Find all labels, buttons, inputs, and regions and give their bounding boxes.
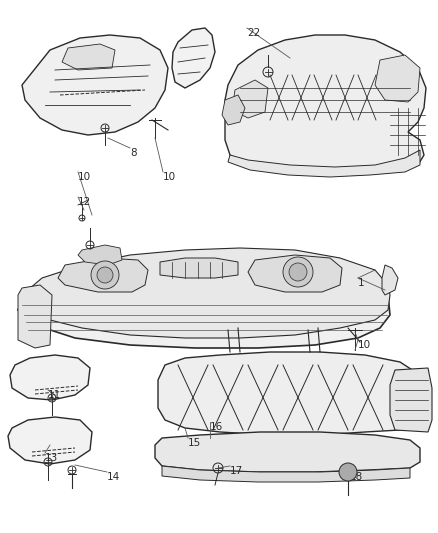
- Circle shape: [91, 261, 119, 289]
- Polygon shape: [225, 35, 426, 175]
- Polygon shape: [382, 265, 398, 295]
- Text: 11: 11: [48, 390, 61, 400]
- Polygon shape: [8, 417, 92, 464]
- Text: 18: 18: [350, 472, 363, 482]
- Polygon shape: [22, 35, 168, 135]
- Text: 17: 17: [230, 466, 243, 476]
- Polygon shape: [248, 255, 342, 292]
- Circle shape: [289, 263, 307, 281]
- Circle shape: [339, 463, 357, 481]
- Polygon shape: [18, 285, 52, 348]
- Polygon shape: [390, 368, 432, 432]
- Text: 16: 16: [210, 422, 223, 432]
- Text: 10: 10: [78, 172, 91, 182]
- Text: 14: 14: [107, 472, 120, 482]
- Polygon shape: [162, 466, 410, 482]
- Text: 1: 1: [358, 278, 364, 288]
- Polygon shape: [10, 355, 90, 400]
- Text: 12: 12: [78, 197, 91, 207]
- Polygon shape: [222, 95, 245, 125]
- Text: 10: 10: [163, 172, 176, 182]
- Text: 22: 22: [247, 28, 260, 38]
- Text: 15: 15: [188, 438, 201, 448]
- Polygon shape: [172, 28, 215, 88]
- Polygon shape: [78, 245, 122, 265]
- Circle shape: [97, 267, 113, 283]
- Polygon shape: [18, 248, 390, 338]
- Polygon shape: [18, 268, 390, 348]
- Polygon shape: [158, 352, 428, 435]
- Polygon shape: [228, 150, 420, 177]
- Circle shape: [283, 257, 313, 287]
- Polygon shape: [62, 44, 115, 70]
- Polygon shape: [58, 258, 148, 292]
- Polygon shape: [155, 432, 420, 472]
- Polygon shape: [232, 80, 268, 118]
- Text: 8: 8: [130, 148, 137, 158]
- Text: 13: 13: [45, 453, 58, 463]
- Text: 10: 10: [358, 340, 371, 350]
- Polygon shape: [375, 55, 420, 102]
- Polygon shape: [160, 258, 238, 278]
